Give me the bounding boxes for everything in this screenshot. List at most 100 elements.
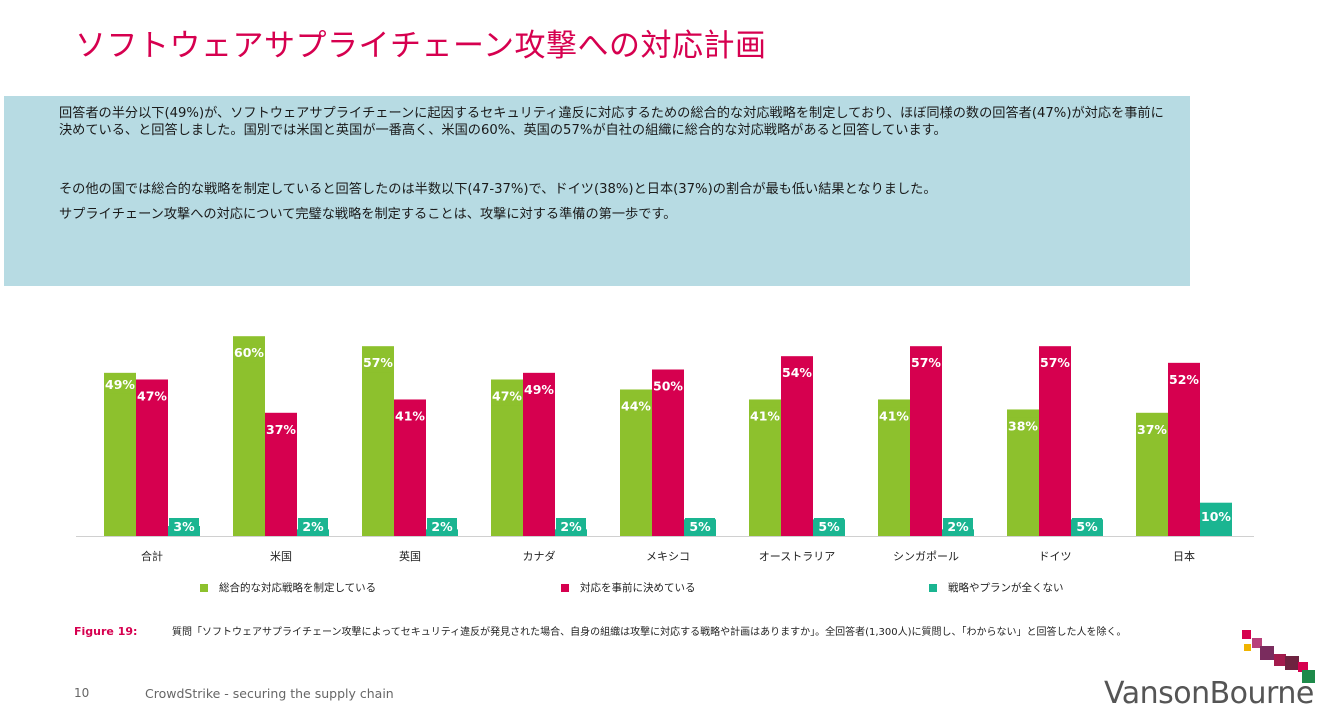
data-label-bg [266, 420, 296, 439]
legend-label-predetermined: 対応を事前に決めている [580, 582, 696, 594]
data-label: 37% [1137, 422, 1167, 437]
data-label-bg [750, 407, 780, 426]
logo-square [1285, 656, 1299, 670]
logo-square [1298, 662, 1308, 672]
bar-predetermined [1168, 362, 1200, 536]
data-label: 49% [524, 382, 554, 397]
data-label: 47% [137, 388, 167, 403]
legend-label-strategy: 総合的な対応戦略を制定している [219, 582, 377, 594]
legend-item-predetermined: 対応を事前に決めている [561, 580, 696, 595]
category-label: メキシコ [646, 550, 690, 563]
vansonbourne-logo-mark [1242, 630, 1315, 683]
data-label-bg [1137, 420, 1167, 439]
data-label: 49% [105, 377, 135, 392]
legend-item-none: 戦略やプランが全くない [929, 580, 1064, 595]
bar-predetermined [136, 379, 168, 536]
footer-text: CrowdStrike - securing the supply chain [145, 686, 394, 701]
bar-strategy [491, 379, 523, 536]
bar-predetermined [1039, 346, 1071, 536]
category-label: 英国 [399, 549, 421, 563]
bar-strategy [104, 372, 136, 536]
data-label-bg [621, 397, 651, 416]
data-label-bg [298, 518, 328, 536]
data-label-bg [524, 380, 554, 399]
data-label-bg [685, 518, 715, 536]
legend-swatch-predetermined [561, 583, 569, 592]
legend-item-strategy: 総合的な対応戦略を制定している [200, 580, 376, 595]
data-label-bg [137, 387, 167, 406]
data-label: 2% [431, 519, 453, 534]
page-title: ソフトウェアサプライチェーン攻撃への対応計画 [75, 28, 767, 64]
data-label: 57% [1040, 355, 1070, 370]
vansonbourne-logo-text: VansonBourne [1104, 676, 1314, 711]
data-label: 57% [911, 355, 941, 370]
data-label-bg [1201, 508, 1231, 526]
summary-paragraph-2: その他の国では総合的な戦略を制定していると回答したのは半数以下(47-37%)で… [59, 182, 937, 197]
category-label: 日本 [1173, 549, 1195, 563]
data-label-bg [234, 344, 264, 363]
data-label: 54% [782, 365, 812, 380]
data-label: 2% [947, 519, 969, 534]
summary-paragraph-3: サプライチェーン攻撃への対応について完璧な戦略を制定することは、攻撃に対する準備… [59, 207, 677, 222]
data-label: 2% [302, 519, 324, 534]
category-label: 米国 [270, 550, 292, 563]
data-label: 3% [173, 519, 195, 534]
logo-square [1274, 654, 1286, 666]
data-label-bg [427, 518, 457, 536]
logo-square [1302, 670, 1315, 683]
data-label: 41% [879, 408, 909, 423]
data-label-bg [814, 518, 844, 536]
category-label: オーストラリア [759, 550, 835, 563]
data-label-bg [782, 364, 812, 383]
data-label: 57% [363, 355, 393, 370]
data-label: 5% [689, 519, 711, 534]
figure-label: Figure 19: [74, 625, 138, 638]
data-label-bg [943, 518, 973, 536]
data-label: 37% [266, 422, 296, 437]
legend-swatch-none [929, 583, 937, 592]
data-label: 2% [560, 519, 582, 534]
bar-predetermined [781, 356, 813, 536]
category-label: 合計 [141, 549, 163, 563]
data-label: 5% [818, 519, 840, 534]
data-label: 41% [750, 408, 780, 423]
summary-box: 回答者の半分以下(49%)が、ソフトウェアサプライチェーンに起因するセキュリティ… [4, 96, 1190, 286]
logo-square [1252, 638, 1262, 648]
data-label: 60% [234, 345, 264, 360]
bar-predetermined [523, 372, 555, 536]
legend-swatch-strategy [200, 583, 208, 592]
page-number: 10 [74, 686, 90, 700]
data-label: 38% [1008, 418, 1038, 433]
data-label: 10% [1201, 509, 1231, 524]
bar-strategy [233, 336, 265, 536]
data-label-bg [556, 518, 586, 536]
data-label-bg [879, 407, 909, 426]
data-label-bg [395, 407, 425, 426]
figure-caption: Figure 19: 質問「ソフトウェアサプライチェーン攻撃によってセキュリティ違… [74, 625, 1214, 639]
data-label: 44% [621, 398, 651, 413]
data-label-bg [1008, 417, 1038, 436]
figure-caption-text: 質問「ソフトウェアサプライチェーン攻撃によってセキュリティ違反が発見された場合、… [172, 627, 1127, 638]
data-label: 5% [1076, 519, 1098, 534]
data-label-bg [492, 387, 522, 406]
data-label-bg [363, 354, 393, 373]
data-label-bg [1072, 518, 1102, 536]
data-label-bg [105, 375, 135, 394]
summary-paragraph-1: 回答者の半分以下(49%)が、ソフトウェアサプライチェーンに起因するセキュリティ… [59, 106, 1164, 138]
data-label: 50% [653, 379, 683, 394]
category-label: カナダ [523, 549, 556, 563]
bar-predetermined [910, 346, 942, 536]
bar-strategy [362, 346, 394, 536]
data-label-bg [911, 354, 941, 373]
data-label-bg [653, 377, 683, 396]
legend-label-none: 戦略やプランが全くない [948, 582, 1064, 594]
data-label: 52% [1169, 372, 1199, 387]
data-label: 41% [395, 408, 425, 423]
category-label: シンガポール [893, 550, 959, 563]
data-label-bg [1040, 354, 1070, 373]
data-label-bg [169, 518, 199, 536]
data-label-bg [1169, 370, 1199, 389]
bar-predetermined [652, 369, 684, 536]
data-label: 47% [492, 388, 522, 403]
